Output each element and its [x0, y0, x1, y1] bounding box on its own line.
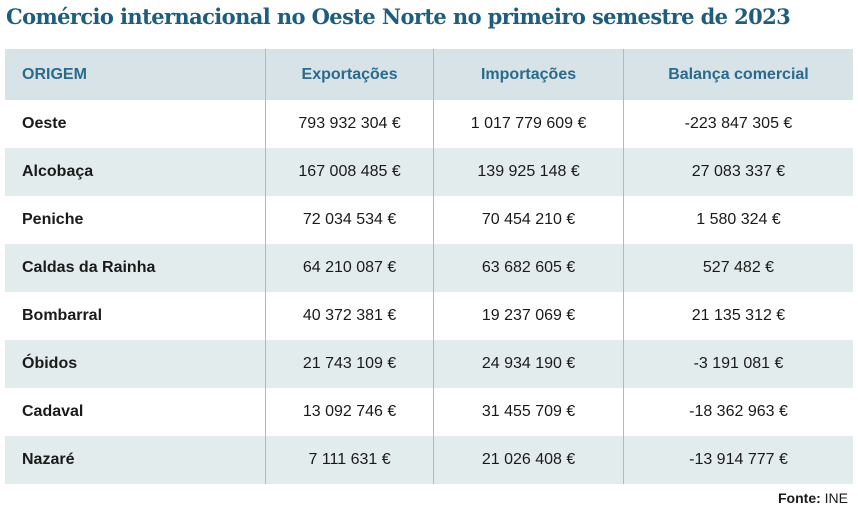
- cell: 793 932 304 €: [264, 100, 434, 148]
- cell: 19 237 069 €: [433, 292, 624, 340]
- title: Comércio internacional no Oeste Norte no…: [6, 4, 791, 29]
- row-label: Caldas da Rainha: [5, 244, 266, 292]
- cell: 1 017 779 609 €: [433, 100, 624, 148]
- row-label: Cadaval: [22, 403, 84, 420]
- cell: -13 914 777 €: [622, 436, 853, 484]
- cell: 527 482 €: [622, 244, 853, 292]
- cell: 70 454 210 €: [433, 196, 624, 244]
- cell: 1 580 324 €: [622, 196, 853, 244]
- column-header: ORIGEM: [5, 49, 266, 100]
- table-row: Peniche 72 034 534 €70 454 210 €1 580 324…: [5, 196, 853, 244]
- column-header: Exportações: [264, 49, 434, 100]
- row-label: Nazaré: [5, 436, 266, 484]
- cell: 64 210 087 €: [264, 244, 434, 292]
- cell: 72 034 534 €: [264, 196, 434, 244]
- row-label: Oeste: [22, 115, 67, 132]
- cell: 167 008 485 €: [264, 148, 434, 196]
- source-label: Fonte:: [778, 490, 821, 506]
- cell: 63 682 605 €: [433, 244, 624, 292]
- cell: 24 934 190 €: [433, 340, 624, 388]
- header-row: ORIGEM Exportações Importações Balança come…: [5, 49, 853, 100]
- data-table: ORIGEM Exportações Importações Balança come…: [5, 49, 853, 484]
- cell: 21 135 312 €: [622, 292, 853, 340]
- row-label: Alcobaça: [5, 148, 266, 196]
- cell: 139 925 148 €: [433, 148, 624, 196]
- cell: 7 111 631 €: [264, 436, 434, 484]
- cell: 21 743 109 €: [264, 340, 434, 388]
- table-row: Bombarral 40 372 381 €19 237 069 €21 135 …: [5, 292, 853, 340]
- row-label: Peniche: [22, 211, 84, 228]
- cell: -18 362 963 €: [622, 388, 853, 436]
- cell: 31 455 709 €: [433, 388, 624, 436]
- row-label: Óbidos: [5, 340, 266, 388]
- table-row: Alcobaça 167 008 485 €139 925 148 €27 083…: [5, 148, 853, 196]
- source: Fonte: INE: [778, 490, 848, 506]
- table-body: Oeste 793 932 304 €1 017 779 609 € -223 84…: [5, 100, 853, 484]
- cell: 40 372 381 €: [264, 292, 434, 340]
- row-label: Bombarral: [22, 307, 103, 324]
- source-value: INE: [824, 490, 848, 506]
- column-header: Balança comercial: [622, 49, 853, 100]
- cell: -3 191 081 €: [622, 340, 853, 388]
- cell: -223 847 305 €: [622, 100, 853, 148]
- column-header: Importações: [433, 49, 624, 100]
- table-row: Óbidos 21 743 109 €24 934 190 € -3 191 081…: [5, 340, 853, 388]
- table-row: Caldas da Rainha 64 210 087 €63 682 605 €…: [5, 244, 853, 292]
- table-row: Nazaré 7 111 631 €21 026 408 € -13 914 777…: [5, 436, 853, 484]
- table-row: Cadaval 13 092 746 €31 455 709 € -18 362 9…: [5, 388, 853, 436]
- cell: 13 092 746 €: [264, 388, 434, 436]
- cell: 21 026 408 €: [433, 436, 624, 484]
- table-row: Oeste 793 932 304 €1 017 779 609 € -223 84…: [5, 100, 853, 148]
- cell: 27 083 337 €: [622, 148, 853, 196]
